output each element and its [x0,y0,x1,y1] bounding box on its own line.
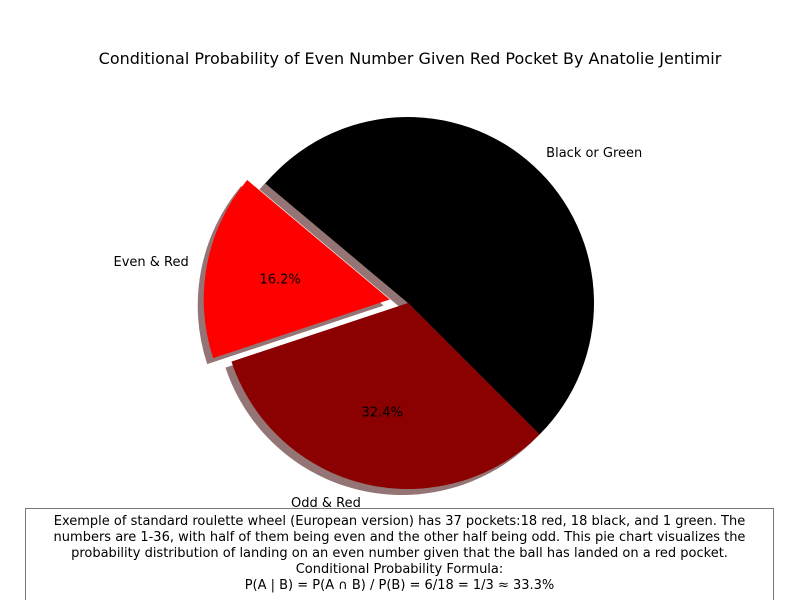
caption-line: Conditional Probability Formula: [295,562,504,577]
caption-line: numbers are 1-36, with half of them bein… [53,530,746,545]
slice-percent-label: 16.2% [259,273,300,288]
slice-label: Black or Green [546,146,642,161]
slice-percent-label: 32.4% [362,406,403,421]
caption-line: Exemple of standard roulette wheel (Euro… [53,514,746,529]
chart-title: Conditional Probability of Even Number G… [99,49,722,68]
pie-slice [203,180,390,359]
caption-line: probability distribution of landing on a… [71,546,728,561]
pie-slice [231,303,540,490]
caption-line: P(A | B) = P(A ∩ B) / P(B) = 6/18 = 1/3 … [244,578,555,593]
caption-box: Exemple of standard roulette wheel (Euro… [25,508,774,600]
slice-label: Even & Red [114,255,189,270]
pie-label-layer: Black or Green Even & Red 16.2% Odd & Red 32… [114,146,643,511]
slice-label: Odd & Red [291,496,361,511]
pie-slice-layer [203,116,595,490]
pie-slice [265,116,595,435]
